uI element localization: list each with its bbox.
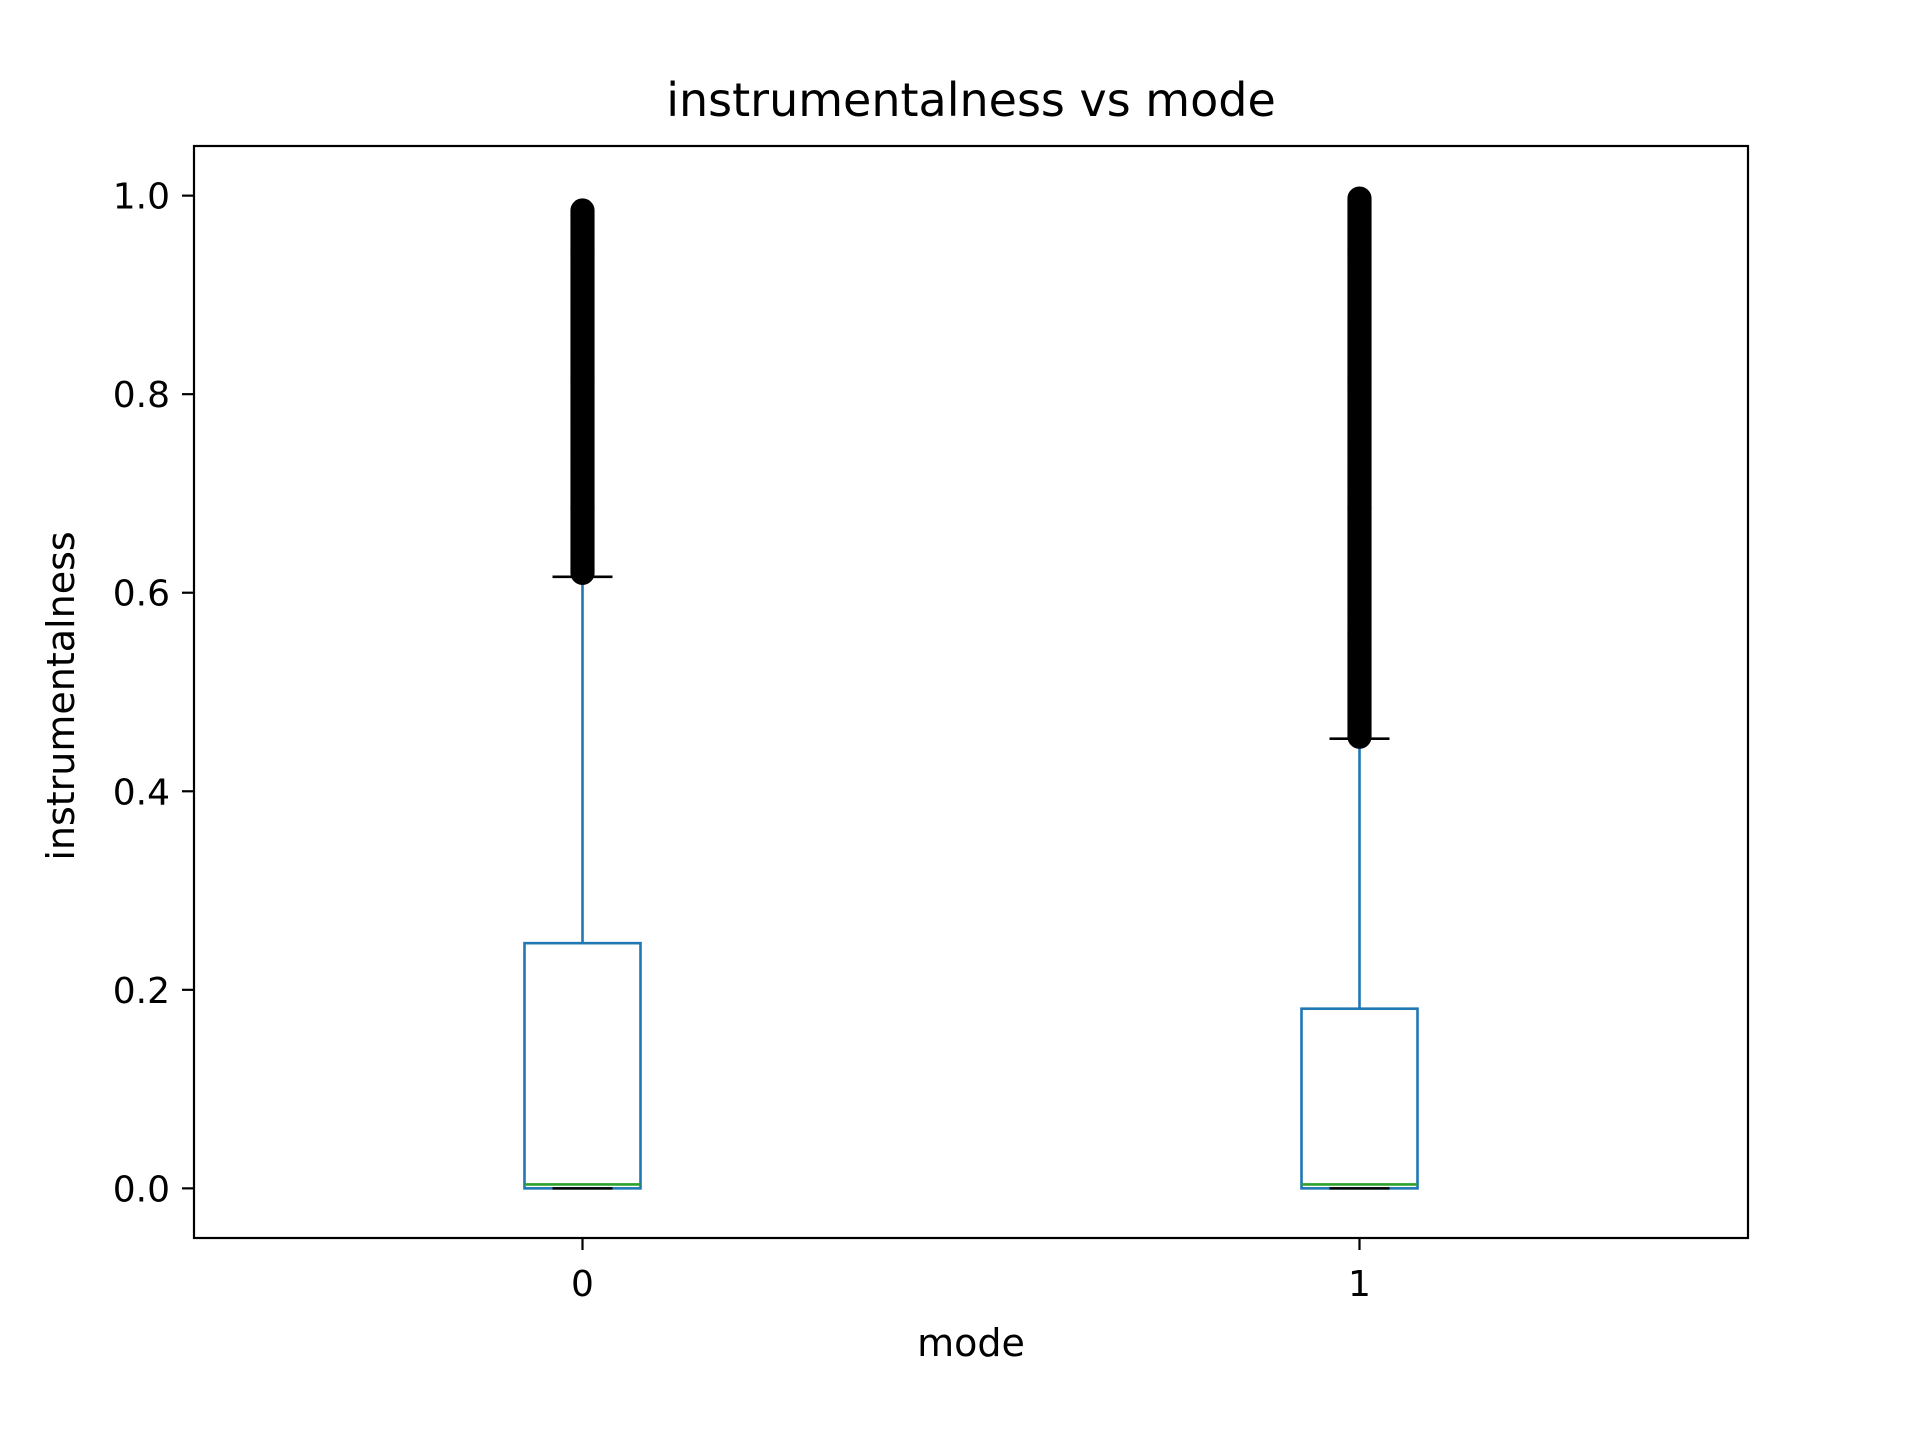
y-tick-label: 0.0 — [113, 1169, 170, 1210]
box-group-0 — [523, 198, 642, 1190]
x-axis-label: mode — [917, 1321, 1025, 1365]
plot-area — [192, 144, 1750, 1240]
x-tick-label: 0 — [571, 1264, 594, 1305]
y-tick-label: 0.2 — [113, 971, 170, 1012]
axes-frame — [192, 144, 1750, 1240]
y-tick-label: 1.0 — [113, 177, 170, 218]
y-axis: 0.0 0.2 0.4 0.6 0.8 1.0 — [113, 177, 194, 1210]
outlier-point — [1347, 186, 1372, 211]
y-tick-label: 0.8 — [113, 375, 170, 416]
outliers — [1347, 186, 1372, 749]
outliers — [570, 198, 595, 585]
outlier-point — [570, 198, 595, 223]
y-tick-label: 0.4 — [113, 772, 170, 813]
y-axis-label: instrumentalness — [39, 531, 83, 860]
x-tick-label: 1 — [1348, 1264, 1371, 1305]
box-group-1 — [1300, 186, 1419, 1190]
chart-title: instrumentalness vs mode — [666, 73, 1276, 127]
y-tick-label: 0.6 — [113, 574, 170, 615]
